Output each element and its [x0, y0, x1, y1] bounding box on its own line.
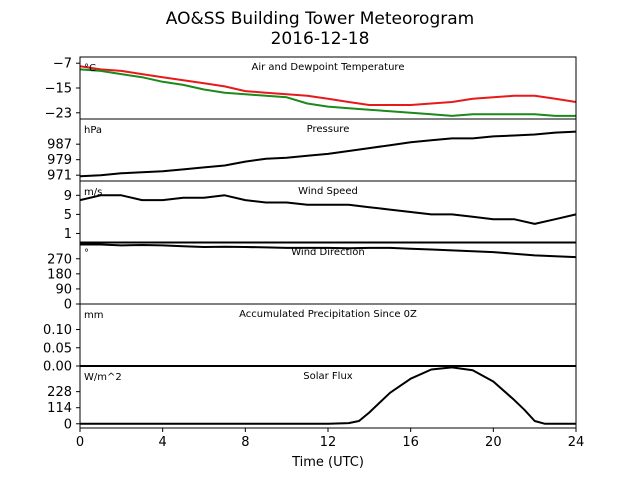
- panel-1-ytick-label-1: −7: [53, 57, 72, 72]
- panel-2-ytick-label-3: 971: [47, 169, 72, 184]
- x-axis-label: Time (UTC): [291, 455, 364, 470]
- panel-6-ytick-label-2: 114: [47, 401, 72, 416]
- panel-3-ytick-label-1: 9: [64, 189, 72, 204]
- panel-6-series-1: [80, 366, 576, 425]
- x-tick-label-3: 8: [241, 435, 249, 450]
- panel-2-title: Pressure: [307, 124, 350, 135]
- x-tick-label-6: 20: [485, 435, 502, 450]
- panel-3-series-1: [79, 194, 577, 225]
- panel-4-title: Wind Direction: [291, 247, 365, 258]
- panel-4-unit: °: [84, 248, 89, 259]
- panel-3-frame: [79, 180, 577, 244]
- panel-1-title: Air and Dewpoint Temperature: [252, 62, 405, 73]
- panel-4-ytick-label-1: 270: [47, 252, 72, 267]
- panel-1-unit: °C: [84, 63, 96, 74]
- chart-subtitle: 2016-12-18: [271, 29, 370, 49]
- panel-4-series-1: [80, 243, 577, 259]
- panel-2-ytick-label-2: 979: [47, 153, 72, 168]
- x-tick-label-5: 16: [402, 435, 419, 450]
- chart-title: AO&SS Building Tower Meteorogram: [166, 9, 474, 29]
- panel-2-series-1: [79, 130, 577, 178]
- panel-5: 0.10 0.05 0.00 mm Accumulated Precipitation …: [43, 303, 577, 375]
- x-tick-label-1: 0: [76, 435, 84, 450]
- panel-4-ytick-label-2: 180: [47, 267, 72, 282]
- panel-1-ytick-label-2: −15: [45, 82, 72, 97]
- panel-6-ytick-label-1: 228: [47, 385, 72, 400]
- panel-5-ytick-label-2: 0.05: [43, 341, 72, 356]
- panel-1-series-1: [79, 65, 577, 106]
- panel-1-series-2: [79, 68, 576, 117]
- panel-2-ytick-label-1: 987: [47, 138, 72, 153]
- panel-4-ytick-label-3: 90: [55, 282, 72, 297]
- panel-2-unit: hPa: [84, 125, 102, 136]
- panel-3-title: Wind Speed: [298, 186, 358, 197]
- x-tick-label-7: 24: [568, 435, 585, 450]
- panels-group: −7−15−23°C Air and Dewpoint Temperature98…: [43, 56, 585, 450]
- panel-1: −7 −15 −23 °C Air and Dewpoint Temperature: [45, 56, 577, 121]
- panel-5-ytick-label-3: 0.00: [43, 360, 72, 375]
- panel-3-ytick-label-2: 5: [64, 208, 72, 223]
- x-tick-label-2: 4: [159, 435, 167, 450]
- panel-1-ytick-label-3: −23: [45, 106, 72, 121]
- panel-5-ytick-label-1: 0.10: [43, 323, 72, 338]
- panel-5-unit: mm: [84, 310, 103, 321]
- panel-5-title: Accumulated Precipitation Since 0Z: [239, 309, 417, 320]
- panel-6-title: Solar Flux: [303, 371, 353, 382]
- panel-3-unit: m/s: [84, 187, 102, 198]
- panel-3-ytick-label-3: 1: [64, 227, 72, 242]
- panel-4-ytick-label-4: 0: [64, 298, 72, 313]
- panel-6-unit: W/m^2: [84, 372, 122, 383]
- panel-6-ytick-label-3: 0: [64, 417, 72, 432]
- panel-3: 9 5 1 m/s Wind Speed: [64, 180, 577, 244]
- x-tick-label-4: 12: [320, 435, 337, 450]
